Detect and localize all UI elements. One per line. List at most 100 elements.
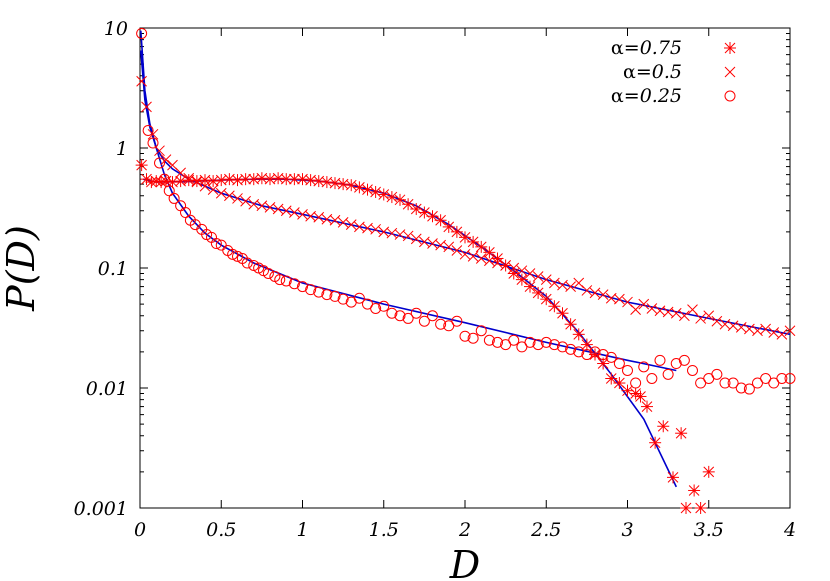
marker-shape bbox=[654, 354, 666, 366]
data-point bbox=[657, 420, 670, 433]
data-point bbox=[667, 471, 679, 484]
data-point bbox=[760, 323, 771, 335]
data-point bbox=[337, 293, 349, 305]
marker-shape bbox=[622, 364, 633, 376]
data-point bbox=[500, 260, 511, 271]
data-point bbox=[524, 268, 536, 279]
marker-stroke bbox=[215, 187, 227, 199]
marker-stroke bbox=[410, 233, 422, 245]
marker-stroke bbox=[573, 277, 585, 289]
data-point bbox=[434, 214, 447, 227]
data-point bbox=[353, 292, 365, 304]
series-star bbox=[135, 159, 715, 514]
marker-shape bbox=[743, 383, 755, 395]
marker-stroke bbox=[687, 304, 698, 315]
data-point bbox=[483, 246, 496, 259]
data-point bbox=[168, 192, 180, 204]
marker-stroke bbox=[154, 145, 165, 157]
data-point bbox=[483, 334, 495, 346]
data-point bbox=[305, 284, 317, 296]
data-point bbox=[329, 290, 341, 302]
x-axis: 0 0.5 1 1.5 2 2.5 3 3.5 4 bbox=[134, 28, 796, 541]
data-point bbox=[450, 225, 463, 238]
marker-shape bbox=[410, 307, 422, 319]
legend-value: 0.25 bbox=[640, 85, 682, 107]
marker-stroke bbox=[297, 208, 308, 220]
data-point bbox=[227, 248, 239, 260]
data-point bbox=[565, 281, 576, 292]
data-point bbox=[141, 101, 152, 113]
marker-shape bbox=[232, 250, 243, 262]
data-point bbox=[638, 361, 650, 373]
marker-shape bbox=[735, 382, 747, 394]
data-point bbox=[240, 195, 251, 207]
marker-stroke bbox=[630, 304, 641, 315]
marker-shape bbox=[727, 377, 739, 389]
marker-stroke bbox=[313, 211, 325, 223]
marker-stroke bbox=[581, 285, 593, 296]
marker-stroke bbox=[622, 296, 633, 308]
data-point bbox=[163, 185, 175, 197]
marker-shape bbox=[337, 293, 349, 305]
marker-shape bbox=[670, 358, 682, 370]
marker-shape bbox=[613, 358, 625, 370]
data-point bbox=[572, 328, 585, 341]
data-point bbox=[540, 336, 552, 348]
data-point bbox=[711, 315, 723, 327]
data-point bbox=[394, 193, 406, 206]
data-point bbox=[784, 325, 796, 337]
marker-stroke bbox=[638, 298, 650, 310]
x-tick-label: 0 bbox=[134, 519, 146, 541]
data-point bbox=[418, 315, 430, 327]
data-point bbox=[459, 231, 471, 244]
marker-stroke bbox=[646, 303, 658, 314]
data-point bbox=[210, 238, 222, 250]
marker-stroke bbox=[679, 310, 690, 322]
marker-stroke bbox=[549, 277, 560, 289]
data-point bbox=[735, 382, 747, 394]
marker-shape bbox=[227, 248, 239, 260]
marker-shape bbox=[274, 274, 286, 286]
data-point bbox=[224, 190, 235, 202]
data-point bbox=[329, 214, 341, 226]
data-point bbox=[548, 300, 561, 313]
data-point bbox=[427, 310, 438, 322]
data-point bbox=[580, 338, 593, 351]
marker-shape bbox=[168, 192, 180, 204]
data-point bbox=[385, 191, 398, 204]
data-point bbox=[630, 377, 642, 389]
data-point bbox=[557, 341, 568, 353]
marker-shape bbox=[394, 310, 406, 322]
data-point bbox=[370, 223, 381, 235]
data-point bbox=[247, 173, 260, 186]
data-point bbox=[435, 318, 447, 330]
marker-shape bbox=[630, 377, 642, 389]
marker-shape bbox=[638, 361, 650, 373]
marker-stroke bbox=[532, 271, 544, 282]
data-point bbox=[711, 368, 723, 380]
data-point bbox=[386, 307, 398, 319]
data-point bbox=[147, 128, 159, 140]
marker-stroke bbox=[141, 101, 152, 113]
fit-curve bbox=[143, 178, 678, 488]
data-point bbox=[641, 400, 653, 413]
data-point bbox=[695, 313, 706, 324]
marker-stroke bbox=[175, 167, 186, 179]
marker-stroke bbox=[670, 307, 682, 319]
marker-stroke bbox=[207, 184, 219, 195]
marker-shape bbox=[678, 354, 690, 366]
data-point bbox=[702, 465, 715, 478]
data-point bbox=[467, 235, 480, 248]
data-point bbox=[630, 304, 641, 315]
data-point bbox=[402, 312, 414, 324]
data-point bbox=[634, 390, 647, 403]
y-tick-label: 10 bbox=[104, 18, 128, 40]
y-tick-label: 0.001 bbox=[74, 498, 128, 520]
marker-shape bbox=[724, 90, 736, 102]
data-point bbox=[638, 298, 650, 310]
data-point bbox=[556, 307, 569, 320]
data-point bbox=[215, 239, 227, 251]
marker-shape bbox=[353, 292, 365, 304]
data-point bbox=[670, 307, 682, 319]
data-point bbox=[515, 273, 528, 286]
